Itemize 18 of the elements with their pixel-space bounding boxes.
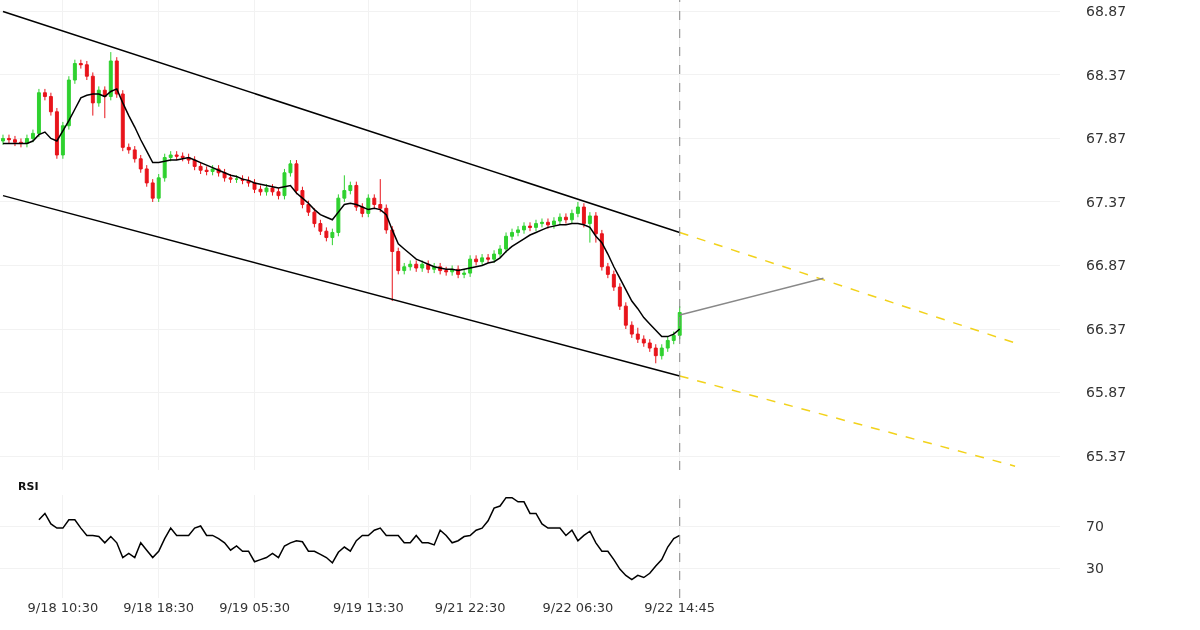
x-tick-label: 9/22 06:30 [542, 600, 614, 615]
x-tick-label: 9/19 05:30 [219, 600, 290, 615]
y-tick-label: 70 [1086, 517, 1104, 534]
y-tick-label: 65.37 [1086, 447, 1127, 464]
y-tick-label: 65.87 [1086, 384, 1127, 401]
y-tick-label: 66.37 [1086, 320, 1127, 337]
y-tick-label: 68.87 [1086, 3, 1127, 20]
x-tick-label: 9/18 18:30 [123, 600, 195, 615]
x-tick-label: 9/22 14:45 [644, 600, 716, 615]
x-tick-label: 9/21 22:30 [434, 600, 506, 615]
y-tick-label: 30 [1086, 559, 1104, 576]
x-tick-label: 9/19 13:30 [332, 600, 404, 615]
y-tick-label: 67.87 [1086, 130, 1127, 147]
y-tick-label: 66.87 [1086, 257, 1127, 274]
chart-title: RSI [18, 480, 39, 494]
x-tick-label: 9/18 10:30 [27, 600, 99, 615]
y-tick-label: 67.37 [1086, 193, 1127, 210]
y-tick-label: 68.37 [1086, 66, 1127, 83]
